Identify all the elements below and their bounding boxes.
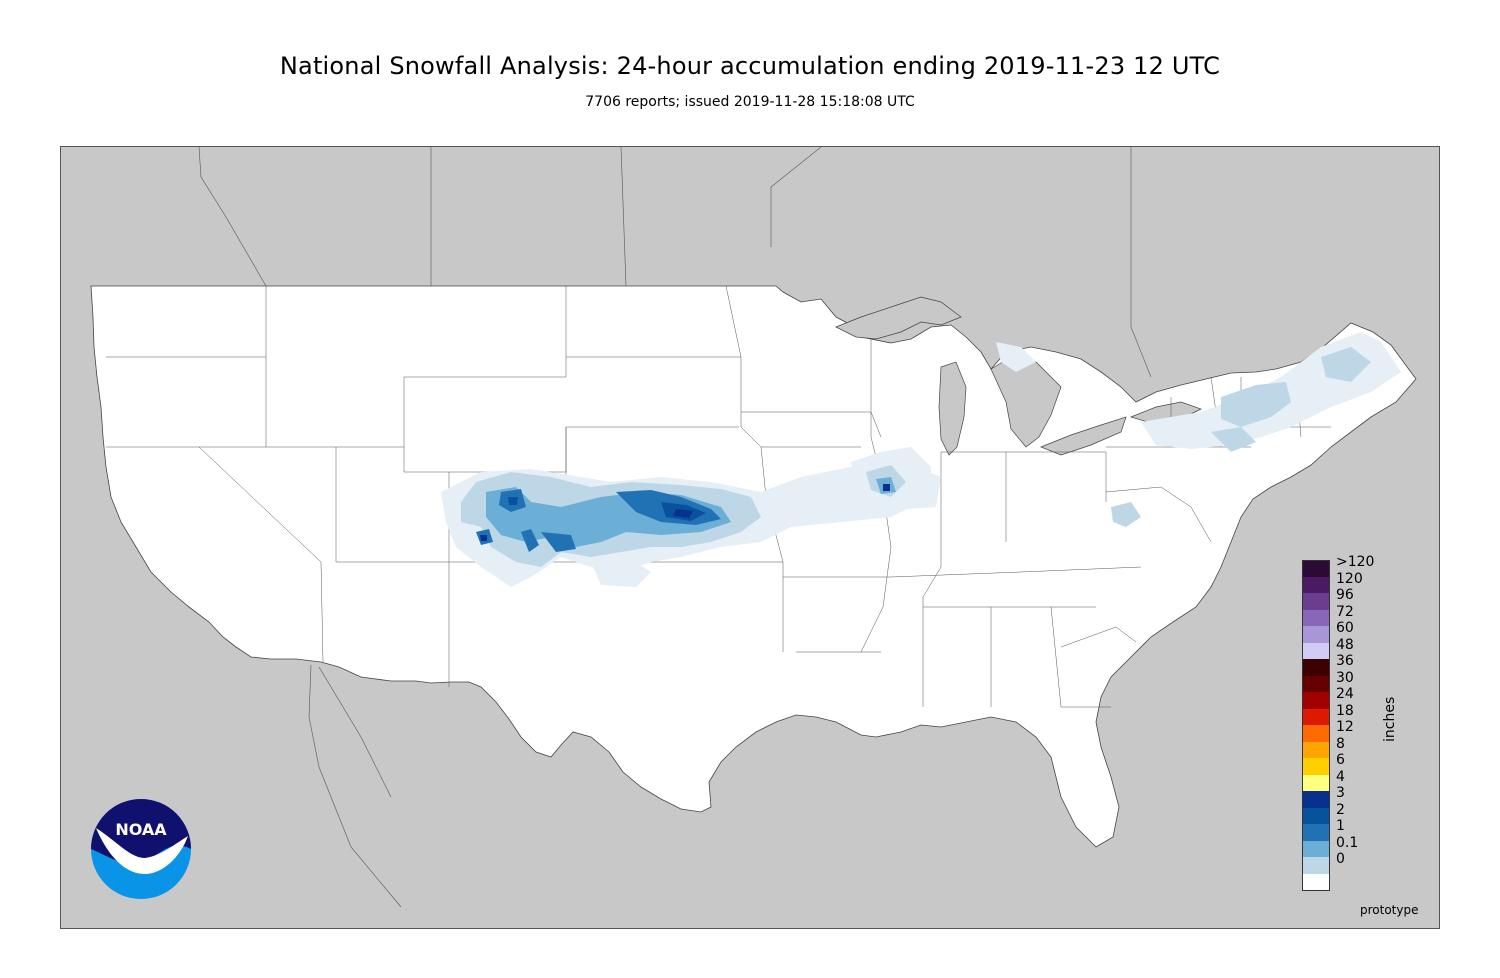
legend-swatch [1302, 791, 1330, 808]
legend-swatch [1302, 840, 1330, 858]
legend-swatch [1302, 659, 1330, 676]
legend-label: 6 [1336, 752, 1345, 768]
legend-swatch [1302, 642, 1330, 660]
legend-label: 36 [1336, 653, 1354, 669]
legend-swatch [1302, 675, 1330, 693]
legend-label: 2 [1336, 801, 1345, 818]
conus-land [90, 285, 1417, 848]
legend-swatch [1302, 774, 1330, 792]
legend-label: 12 [1336, 719, 1354, 735]
legend-label: 72 [1336, 603, 1354, 620]
lake-michigan [938, 361, 967, 456]
legend-swatch-zero [1302, 873, 1330, 891]
legend-label: 60 [1336, 620, 1354, 636]
legend-swatch [1302, 609, 1330, 627]
legend-label: 30 [1336, 669, 1354, 686]
map-title: National Snowfall Analysis: 24-hour accu… [279, 52, 1221, 80]
legend-label: 0 [1336, 851, 1345, 867]
legend-label: 0.1 [1336, 834, 1359, 851]
legend-swatch [1302, 741, 1330, 759]
legend-units: inches [1382, 696, 1398, 742]
legend-swatch [1302, 560, 1330, 577]
legend-swatch [1302, 725, 1330, 742]
legend-label: 18 [1336, 702, 1354, 719]
legend-swatch [1302, 626, 1330, 643]
legend-swatch [1302, 593, 1330, 610]
legend-label: >120 [1336, 554, 1375, 570]
snowfall-shading [441, 332, 1401, 587]
legend-label: 24 [1336, 686, 1354, 702]
legend-label: 96 [1336, 587, 1354, 603]
noaa-logo-text: NOAA [115, 820, 167, 839]
legend-label: 48 [1336, 636, 1354, 653]
legend-label: 1 [1336, 818, 1345, 834]
legend-swatch [1302, 824, 1330, 841]
legend-label: 4 [1336, 768, 1345, 785]
snowfall-map [60, 146, 1440, 929]
legend-label: 120 [1336, 570, 1363, 587]
lake-erie [1040, 416, 1127, 456]
legend-swatch [1302, 758, 1330, 775]
lake-superior [835, 296, 962, 340]
noaa-logo: NOAA [90, 798, 192, 900]
legend-swatch [1302, 708, 1330, 726]
map-canvas [90, 147, 1417, 908]
foreign-boundaries [198, 147, 1152, 908]
prototype-label: prototype [1360, 903, 1419, 917]
legend-label: 8 [1336, 735, 1345, 752]
legend-swatch [1302, 576, 1330, 594]
legend-swatch [1302, 692, 1330, 709]
legend-swatch [1302, 857, 1330, 874]
legend-label: 3 [1336, 785, 1345, 801]
legend-swatch [1302, 807, 1330, 825]
map-subtitle: 7706 reports; issued 2019-11-28 15:18:08… [585, 94, 915, 110]
